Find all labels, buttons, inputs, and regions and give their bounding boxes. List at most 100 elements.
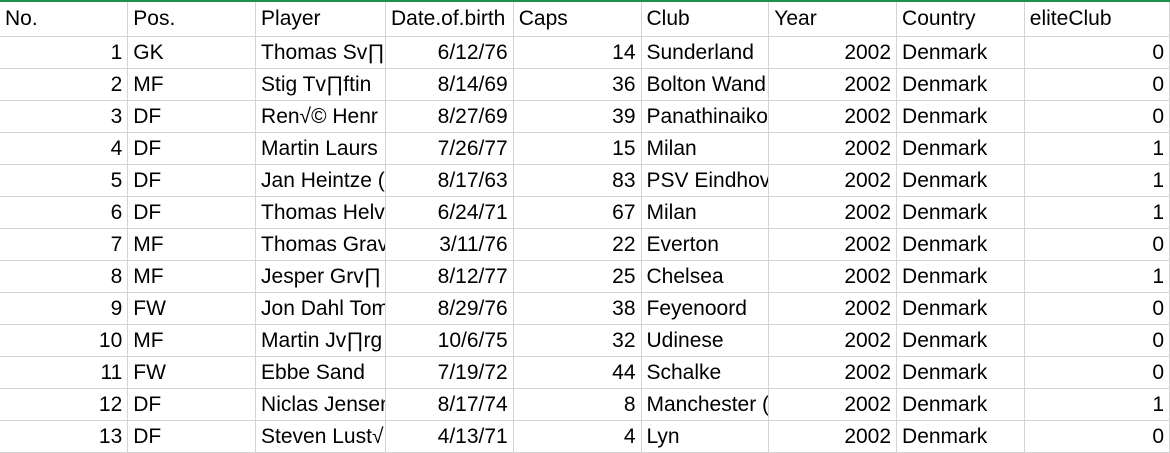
cell-country[interactable]: Denmark: [896, 388, 1025, 421]
cell-year[interactable]: 2002: [768, 68, 898, 101]
cell-no[interactable]: 3: [0, 100, 129, 133]
cell-pos[interactable]: DF: [127, 100, 257, 133]
cell-country[interactable]: Denmark: [896, 356, 1025, 389]
header-cell-caps[interactable]: Caps: [513, 0, 642, 37]
cell-pos[interactable]: MF: [127, 324, 257, 357]
header-cell-year[interactable]: Year: [768, 0, 898, 37]
cell-eliteclub[interactable]: 0: [1024, 228, 1170, 261]
cell-country[interactable]: Denmark: [896, 164, 1025, 197]
cell-no[interactable]: 2: [0, 68, 129, 101]
cell-year[interactable]: 2002: [768, 36, 898, 69]
cell-country[interactable]: Denmark: [896, 196, 1025, 229]
cell-player[interactable]: Jesper Grv∏: [255, 260, 386, 293]
cell-eliteclub[interactable]: 0: [1024, 356, 1170, 389]
cell-dob[interactable]: 6/24/71: [385, 196, 514, 229]
cell-pos[interactable]: DF: [127, 164, 257, 197]
cell-eliteclub[interactable]: 0: [1024, 68, 1170, 101]
cell-club[interactable]: Schalke: [641, 356, 770, 389]
cell-club[interactable]: Everton: [641, 228, 770, 261]
cell-eliteclub[interactable]: 1: [1024, 196, 1170, 229]
cell-pos[interactable]: MF: [127, 260, 257, 293]
cell-eliteclub[interactable]: 0: [1024, 36, 1170, 69]
cell-country[interactable]: Denmark: [896, 132, 1025, 165]
cell-club[interactable]: Udinese: [641, 324, 770, 357]
cell-no[interactable]: 8: [0, 260, 129, 293]
cell-year[interactable]: 2002: [768, 420, 898, 453]
cell-country[interactable]: Denmark: [896, 100, 1025, 133]
cell-year[interactable]: 2002: [768, 228, 898, 261]
cell-dob[interactable]: 3/11/76: [385, 228, 514, 261]
header-cell-country[interactable]: Country: [896, 0, 1025, 37]
cell-club[interactable]: PSV Eindhove: [641, 164, 770, 197]
cell-no[interactable]: 5: [0, 164, 129, 197]
cell-country[interactable]: Denmark: [896, 260, 1025, 293]
header-cell-no[interactable]: No.: [0, 0, 129, 37]
cell-player[interactable]: Steven Lust√: [255, 420, 386, 453]
cell-player[interactable]: Niclas Jensen: [255, 388, 386, 421]
cell-eliteclub[interactable]: 1: [1024, 132, 1170, 165]
cell-year[interactable]: 2002: [768, 260, 898, 293]
cell-player[interactable]: Martin Jv∏rg: [255, 324, 386, 357]
cell-dob[interactable]: 6/12/76: [385, 36, 514, 69]
cell-country[interactable]: Denmark: [896, 292, 1025, 325]
cell-dob[interactable]: 8/17/74: [385, 388, 514, 421]
cell-pos[interactable]: FW: [127, 292, 257, 325]
cell-player[interactable]: Thomas Grav: [255, 228, 386, 261]
cell-caps[interactable]: 38: [513, 292, 642, 325]
cell-no[interactable]: 12: [0, 388, 129, 421]
cell-country[interactable]: Denmark: [896, 36, 1025, 69]
cell-club[interactable]: Lyn: [641, 420, 770, 453]
cell-pos[interactable]: MF: [127, 228, 257, 261]
cell-eliteclub[interactable]: 0: [1024, 420, 1170, 453]
cell-player[interactable]: Jan Heintze (: [255, 164, 386, 197]
cell-country[interactable]: Denmark: [896, 68, 1025, 101]
cell-dob[interactable]: 8/17/63: [385, 164, 514, 197]
header-cell-pos[interactable]: Pos.: [127, 0, 257, 37]
cell-caps[interactable]: 4: [513, 420, 642, 453]
cell-player[interactable]: Martin Laurs: [255, 132, 386, 165]
cell-caps[interactable]: 25: [513, 260, 642, 293]
cell-year[interactable]: 2002: [768, 292, 898, 325]
cell-dob[interactable]: 4/13/71: [385, 420, 514, 453]
cell-year[interactable]: 2002: [768, 196, 898, 229]
cell-pos[interactable]: FW: [127, 356, 257, 389]
cell-year[interactable]: 2002: [768, 164, 898, 197]
cell-club[interactable]: Bolton Wand: [641, 68, 770, 101]
cell-year[interactable]: 2002: [768, 100, 898, 133]
cell-caps[interactable]: 32: [513, 324, 642, 357]
cell-club[interactable]: Chelsea: [641, 260, 770, 293]
cell-player[interactable]: Ren√© Henr: [255, 100, 386, 133]
cell-caps[interactable]: 15: [513, 132, 642, 165]
cell-club[interactable]: Sunderland: [641, 36, 770, 69]
cell-eliteclub[interactable]: 0: [1024, 292, 1170, 325]
cell-caps[interactable]: 22: [513, 228, 642, 261]
cell-pos[interactable]: DF: [127, 196, 257, 229]
cell-year[interactable]: 2002: [768, 388, 898, 421]
cell-no[interactable]: 7: [0, 228, 129, 261]
header-cell-club[interactable]: Club: [641, 0, 770, 37]
cell-dob[interactable]: 8/14/69: [385, 68, 514, 101]
cell-country[interactable]: Denmark: [896, 228, 1025, 261]
cell-caps[interactable]: 14: [513, 36, 642, 69]
cell-caps[interactable]: 67: [513, 196, 642, 229]
cell-dob[interactable]: 8/29/76: [385, 292, 514, 325]
cell-dob[interactable]: 10/6/75: [385, 324, 514, 357]
cell-pos[interactable]: DF: [127, 388, 257, 421]
cell-year[interactable]: 2002: [768, 356, 898, 389]
cell-pos[interactable]: DF: [127, 420, 257, 453]
cell-player[interactable]: Jon Dahl Tom: [255, 292, 386, 325]
cell-club[interactable]: Panathinaiko: [641, 100, 770, 133]
cell-club[interactable]: Feyenoord: [641, 292, 770, 325]
cell-player[interactable]: Ebbe Sand: [255, 356, 386, 389]
cell-caps[interactable]: 36: [513, 68, 642, 101]
cell-caps[interactable]: 8: [513, 388, 642, 421]
cell-pos[interactable]: GK: [127, 36, 257, 69]
cell-country[interactable]: Denmark: [896, 420, 1025, 453]
cell-caps[interactable]: 44: [513, 356, 642, 389]
cell-no[interactable]: 9: [0, 292, 129, 325]
cell-no[interactable]: 1: [0, 36, 129, 69]
cell-dob[interactable]: 7/19/72: [385, 356, 514, 389]
cell-no[interactable]: 13: [0, 420, 129, 453]
cell-dob[interactable]: 8/12/77: [385, 260, 514, 293]
cell-no[interactable]: 6: [0, 196, 129, 229]
